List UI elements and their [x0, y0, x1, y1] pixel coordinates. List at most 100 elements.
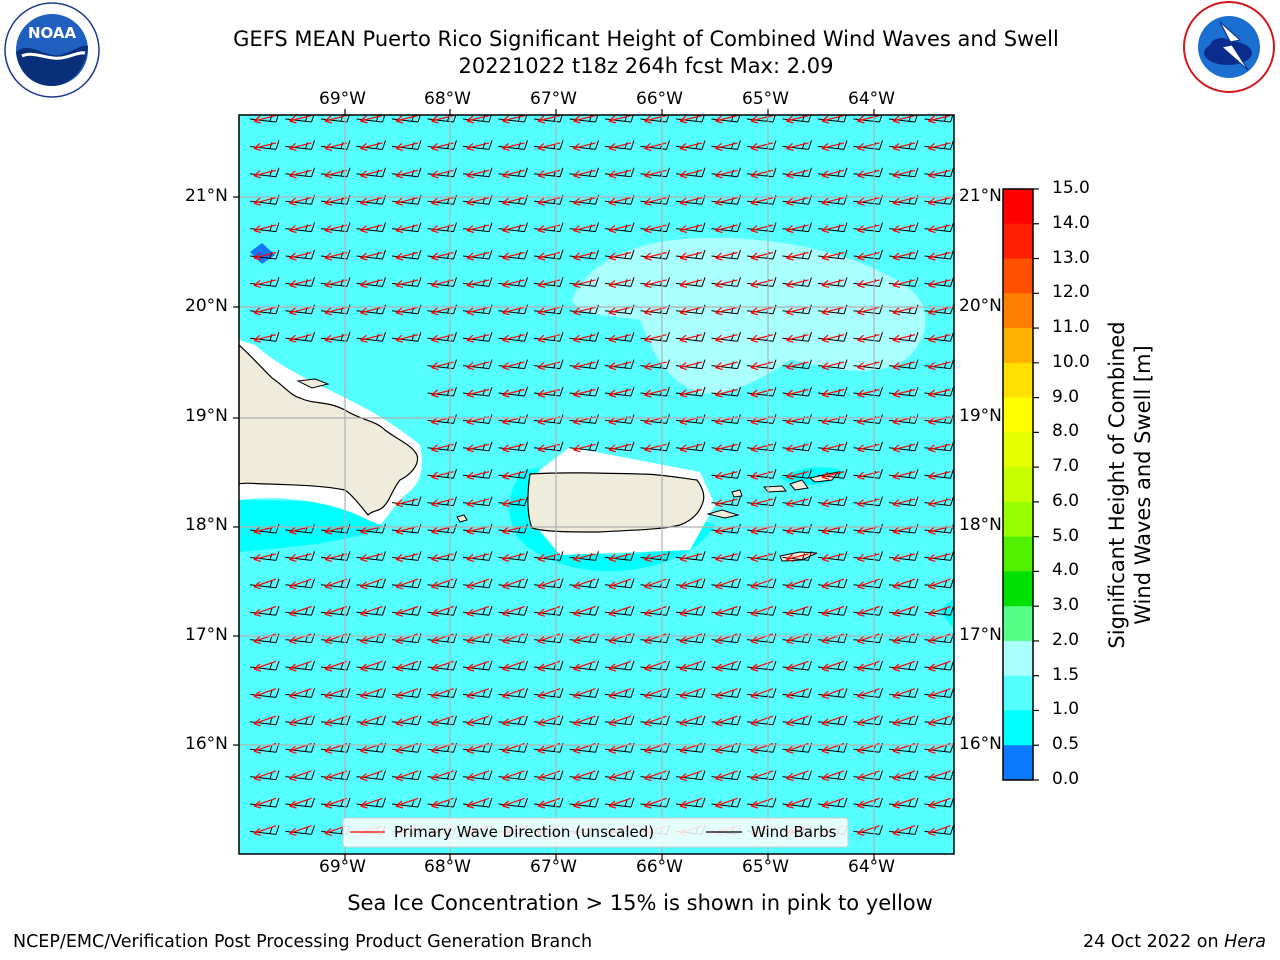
wave-direction-arrow — [857, 306, 880, 316]
wave-direction-arrow — [857, 553, 880, 562]
wave-direction-arrow — [502, 388, 525, 398]
wave-direction-arrow — [573, 660, 596, 672]
wind-barb — [356, 797, 386, 808]
wave-direction-arrow — [644, 306, 667, 316]
wave-direction-arrow — [892, 361, 916, 371]
wave-direction-arrow — [715, 361, 738, 371]
wind-barb — [498, 715, 528, 726]
lon-label-top-67w: 67°W — [530, 89, 577, 109]
wave-direction-arrow — [750, 605, 774, 617]
wave-direction-arrow — [502, 553, 525, 562]
wave-direction-arrow — [715, 688, 738, 699]
colorbar-label-line1: Significant Height of Combined — [1105, 321, 1129, 648]
wave-direction-arrow — [928, 770, 951, 782]
wave-direction-arrow — [644, 388, 667, 398]
wave-direction-arrow — [253, 251, 277, 261]
chart-title: GEFS MEAN Puerto Rico Significant Height… — [233, 27, 1059, 51]
wind-barb — [711, 578, 741, 589]
land-puerto-rico — [527, 472, 705, 533]
wave-direction-arrow — [928, 306, 951, 316]
wave-direction-arrow — [289, 251, 312, 261]
wave-direction-arrow — [715, 251, 738, 261]
wave-direction-arrow — [466, 224, 490, 234]
wave-direction-arrow — [360, 197, 383, 206]
wave-direction-arrow — [395, 715, 419, 727]
wind-barb — [391, 578, 422, 589]
wave-direction-arrow — [928, 578, 951, 590]
wind-barb — [285, 688, 315, 698]
colorbar-tick-label: 1.0 — [1052, 699, 1080, 720]
wave-direction-arrow — [608, 251, 632, 261]
lat-label-left-19n: 19°N — [185, 406, 228, 426]
wind-barb — [888, 688, 919, 698]
wave-direction-arrow — [608, 770, 632, 782]
wave-direction-arrow — [360, 142, 383, 151]
wave-direction-arrow — [395, 578, 419, 590]
wave-direction-arrow — [679, 142, 703, 151]
wind-barb — [285, 606, 315, 616]
wave-direction-arrow — [466, 605, 490, 617]
wave-direction-arrow — [715, 334, 738, 343]
wave-direction-arrow — [644, 688, 667, 699]
wave-direction-arrow — [608, 306, 632, 316]
wave-direction-arrow — [679, 633, 703, 645]
wave-direction-arrow — [892, 825, 916, 836]
wave-direction-arrow — [502, 660, 525, 672]
wave-direction-arrow — [395, 660, 419, 672]
wind-barb — [427, 797, 457, 808]
wave-direction-arrow — [644, 715, 667, 727]
wave-direction-arrow — [466, 197, 490, 206]
wind-barb — [427, 606, 457, 616]
colorbar-band — [1003, 501, 1033, 538]
wave-direction-arrow — [289, 797, 312, 809]
wave-direction-arrow — [395, 770, 419, 782]
wind-barb — [462, 797, 493, 808]
wave-direction-arrow — [573, 688, 596, 699]
wave-direction-arrow — [857, 251, 880, 261]
wind-barb — [782, 715, 812, 726]
wave-direction-arrow — [573, 578, 596, 590]
wave-direction-arrow — [892, 388, 916, 398]
colorbar-tick-label: 1.5 — [1052, 664, 1080, 685]
low-wave-region-east — [940, 598, 954, 630]
wave-direction-arrow — [679, 605, 703, 617]
wave-direction-arrow — [360, 797, 383, 809]
wave-direction-arrow — [502, 498, 525, 508]
colorbar-tick-label: 10.0 — [1052, 351, 1090, 372]
wave-direction-arrow — [679, 224, 703, 234]
wave-direction-arrow — [750, 660, 774, 672]
lat-label-right-19n: 19°N — [959, 406, 1002, 426]
wave-direction-arrow — [466, 361, 490, 371]
wave-direction-arrow — [466, 115, 490, 124]
wave-direction-arrow — [573, 715, 596, 727]
wind-barb — [817, 660, 848, 671]
wave-direction-arrow — [644, 197, 667, 206]
wave-direction-arrow — [324, 224, 348, 234]
wind-barb — [427, 770, 457, 781]
colorbar-tick-label: 8.0 — [1052, 421, 1080, 442]
wave-direction-arrow — [502, 797, 525, 809]
wave-direction-arrow — [360, 251, 383, 261]
wind-barb — [675, 606, 706, 616]
footer-credit: NCEP/EMC/Verification Post Processing Pr… — [13, 932, 593, 952]
wave-direction-arrow — [821, 334, 845, 343]
wave-direction-arrow — [466, 688, 490, 699]
wave-direction-arrow — [857, 797, 880, 809]
wave-direction-arrow — [750, 443, 774, 453]
lat-label-left-18n: 18°N — [185, 515, 228, 535]
wave-direction-arrow — [786, 443, 809, 453]
wind-barb — [249, 797, 280, 808]
wave-direction-arrow — [928, 660, 951, 672]
nws-logo — [1183, 1, 1275, 93]
colorbar-band — [1003, 223, 1033, 260]
wave-direction-arrow — [502, 169, 525, 179]
wind-barb — [391, 660, 422, 671]
wind-barb — [320, 688, 351, 698]
wave-direction-arrow — [715, 553, 738, 562]
wind-barb — [924, 770, 954, 781]
wave-direction-arrow — [786, 169, 809, 179]
wave-direction-arrow — [644, 578, 667, 590]
wave-direction-arrow — [715, 279, 738, 288]
colorbar-band — [1003, 293, 1033, 329]
colorbar-tick-label: 9.0 — [1052, 386, 1080, 407]
